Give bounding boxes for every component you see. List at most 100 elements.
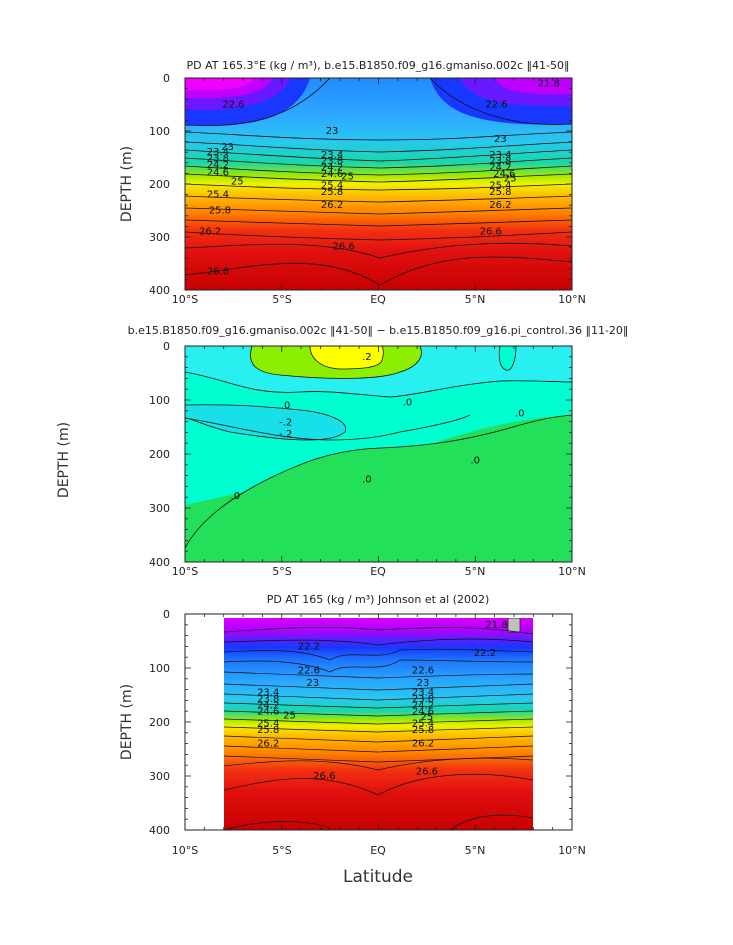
- contour-label-0-17: 25.4: [321, 181, 343, 192]
- panel-3-ytick-4: 400: [149, 824, 170, 837]
- contour-label-2-2: 23: [306, 678, 319, 689]
- contour-label-1-3: .0: [403, 398, 413, 409]
- panel-2-contour-labels: .2 .0 .0 .0 -.2-.2 .0 .0 .0: [231, 352, 525, 502]
- panel-1-ytick-0: 0: [163, 72, 170, 85]
- panel-1-xtick-1: 5°S: [272, 293, 291, 306]
- panel-1-contour-labels: 22.62323.423.824.224.62525.425.826.226.6…: [199, 78, 560, 277]
- contour-label-2-15: 23: [417, 678, 430, 689]
- contour-label-0-13: 23.8: [321, 156, 343, 167]
- panel-2-ytick-4: 400: [149, 556, 170, 569]
- contour-label-2-17: 23.8: [412, 694, 434, 705]
- panel-3-ytick-1: 100: [149, 662, 170, 675]
- contour-label-0-18: 25.8: [321, 187, 343, 198]
- contour-label-0-26: 24.6: [493, 169, 515, 180]
- contour-label-1-0: .2: [362, 352, 372, 363]
- panel-1-xtick-2: EQ: [370, 293, 386, 306]
- panel-3-ytick-2: 200: [149, 716, 170, 729]
- panel-1-y-axis: 0 100 200 300 400 DEPTH (m): [119, 72, 170, 297]
- contour-label-2-8: 25.4: [257, 719, 279, 730]
- panel-3-field: [224, 618, 533, 830]
- panel-1-field: [185, 78, 572, 290]
- contour-label-2-16: 23.4: [412, 687, 434, 698]
- contour-label-1-6: .0: [362, 474, 372, 485]
- contour-label-0-27: 25: [504, 174, 517, 185]
- contour-label-2-19: 24.6: [412, 707, 434, 718]
- contour-label-2-7: 25: [283, 711, 296, 722]
- contour-label-2-23: 26.2: [412, 739, 434, 750]
- contour-label-2-3: 23.4: [257, 687, 279, 698]
- panel-1-ytick-4: 400: [149, 284, 170, 297]
- contour-label-0-30: 26.2: [489, 200, 511, 211]
- panel-2-x-axis: 10°S 5°S EQ 5°N 10°N: [172, 565, 586, 578]
- contour-label-0-23: 23.4: [489, 150, 511, 161]
- panel-3: PD AT 165 (kg / m³) Johnson et al (2002): [119, 593, 586, 887]
- contour-label-1-8: .0: [231, 491, 241, 502]
- panel-1-x-axis: 10°S 5°S EQ 5°N 10°N: [172, 293, 586, 306]
- panel-3-ylabel: DEPTH (m): [119, 684, 135, 760]
- contour-label-0-25: 24.2: [489, 163, 511, 174]
- panel-3-xtick-2: EQ: [370, 844, 386, 857]
- contour-label-1-1: .0: [515, 409, 525, 420]
- contour-label-1-7: .0: [470, 455, 480, 466]
- panel-1-ytick-1: 100: [149, 125, 170, 138]
- contour-label-0-20: 26.6: [333, 242, 355, 253]
- panel-1-ytick-3: 300: [149, 231, 170, 244]
- contour-label-0-10: 26.6: [207, 266, 229, 277]
- panel-2-title: b.e15.B1850.f09_g16.gmaniso.002c ‖41-50‖…: [128, 324, 629, 337]
- panel-1: PD AT 165.3°E (kg / m³), b.e15.B1850.f09…: [119, 59, 586, 306]
- contour-label-0-1: 23: [221, 142, 234, 153]
- panel-3-title: PD AT 165 (kg / m³) Johnson et al (2002): [267, 593, 490, 606]
- panel-3-ytick-0: 0: [163, 608, 170, 621]
- contour-label-2-11: 26.6: [313, 771, 335, 782]
- contour-label-2-10: 26.2: [257, 739, 279, 750]
- panel-1-xtick-4: 10°N: [558, 293, 586, 306]
- contour-label-0-31: 26.6: [480, 227, 502, 238]
- contour-label-0-8: 25.8: [209, 206, 231, 217]
- contour-label-2-12: 21.8: [485, 620, 507, 631]
- contour-label-2-6: 24.6: [257, 707, 279, 718]
- contour-label-2-21: 25.4: [412, 719, 434, 730]
- panel-1-tick-marks: [184, 77, 573, 291]
- panel-2-ytick-0: 0: [163, 340, 170, 353]
- contour-label-0-7: 25.4: [207, 190, 229, 201]
- contour-label-0-4: 24.2: [207, 160, 229, 171]
- contour-label-2-9: 25.8: [257, 725, 279, 736]
- contour-label-2-20: 25: [421, 712, 434, 723]
- contour-label-2-18: 24.2: [412, 700, 434, 711]
- panel-2-xtick-2: EQ: [370, 565, 386, 578]
- panel-2-tick-marks: [184, 345, 573, 563]
- contour-label-0-28: 25.4: [489, 181, 511, 192]
- panel-2-ytick-3: 300: [149, 502, 170, 515]
- panel-1-ylabel: DEPTH (m): [119, 146, 135, 222]
- x-axis-title: Latitude: [343, 867, 413, 887]
- panel-2-xtick-0: 10°S: [172, 565, 198, 578]
- contour-label-1-2: .0: [281, 400, 291, 411]
- panel-2-ytick-1: 100: [149, 394, 170, 407]
- panel-1-title: PD AT 165.3°E (kg / m³), b.e15.B1850.f09…: [186, 59, 569, 72]
- contour-label-0-24: 23.8: [489, 156, 511, 167]
- contour-label-2-22: 25.8: [412, 725, 434, 736]
- panel-3-y-axis: 0 100 200 300 400 DEPTH (m): [119, 608, 170, 837]
- panel-2-ytick-2: 200: [149, 448, 170, 461]
- panel-2-field: [185, 346, 572, 562]
- panel-3-xtick-1: 5°S: [272, 844, 291, 857]
- contour-label-0-15: 24.6: [321, 169, 343, 180]
- panel-1-xtick-3: 5°N: [465, 293, 486, 306]
- contour-label-0-32: 21.8: [538, 78, 560, 89]
- contour-label-0-2: 23.4: [207, 147, 229, 158]
- panel-2-xtick-1: 5°S: [272, 565, 291, 578]
- contour-label-0-5: 24.6: [207, 167, 229, 178]
- contour-label-1-5: -.2: [279, 429, 292, 440]
- contour-label-0-21: 22.6: [485, 100, 507, 111]
- contour-label-2-13: 22.2: [474, 648, 496, 659]
- panel-1-xtick-0: 10°S: [172, 293, 198, 306]
- contour-label-0-29: 25.8: [489, 187, 511, 198]
- contour-label-0-19: 26.2: [321, 200, 343, 211]
- contour-label-2-1: 22.6: [298, 666, 320, 677]
- contour-label-1-4: -.2: [279, 418, 292, 429]
- panel-3-xtick-0: 10°S: [172, 844, 198, 857]
- panel-3-ytick-3: 300: [149, 770, 170, 783]
- contour-label-2-4: 23.8: [257, 694, 279, 705]
